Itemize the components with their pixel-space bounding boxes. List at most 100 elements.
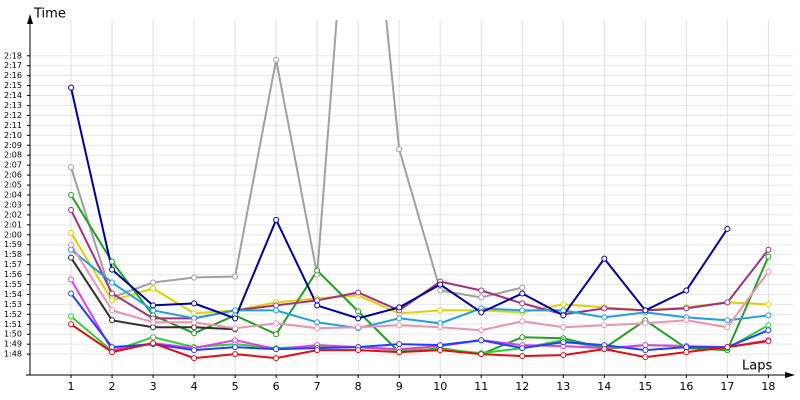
point [191,319,198,326]
point [232,315,239,322]
series-line [70,279,769,352]
y-axis-label: Time [33,7,66,22]
point [273,346,280,353]
point [68,246,75,253]
point [273,355,280,362]
point [273,320,280,327]
point [150,340,157,347]
point [478,327,485,334]
point [68,192,75,199]
y-tick-label: 1:58 [4,250,22,259]
point [560,324,567,331]
point [273,216,280,223]
point [396,315,403,322]
point [355,289,362,296]
point [314,347,321,354]
point [232,273,239,280]
point [765,338,772,345]
point [683,305,690,312]
y-tick-label: 2:15 [4,81,22,90]
point [765,327,772,334]
x-arrow [785,372,795,378]
point [683,349,690,356]
y-arrow [27,14,33,24]
x-tick-label: 7 [314,380,321,393]
y-tick-label: 2:03 [4,200,22,209]
point [601,346,608,353]
y-tick-label: 2:16 [4,71,22,80]
x-tick-label: 13 [556,380,570,393]
y-tick-label: 1:53 [4,300,22,309]
point [478,337,485,344]
y-tick-label: 2:08 [4,151,22,160]
point [601,322,608,329]
y-tick-label: 2:07 [4,161,22,170]
point [68,164,75,171]
point [355,315,362,322]
point [437,342,444,349]
point [642,347,649,354]
y-tick-label: 1:56 [4,270,22,279]
point [560,339,567,346]
point [396,146,403,153]
y-tick-label: 2:11 [4,121,22,130]
point [642,354,649,361]
plot-area [68,20,772,362]
point [437,307,444,314]
point [642,320,649,327]
series-line [70,323,769,360]
point [232,337,239,344]
point [560,312,567,319]
point [109,307,116,314]
point [519,307,526,314]
point [273,307,280,314]
point [150,285,157,292]
point [765,301,772,308]
point [724,317,731,324]
point [191,310,198,317]
y-tick-label: 2:10 [4,131,22,140]
point [191,347,198,354]
point [150,319,157,326]
point [191,274,198,281]
point [560,307,567,314]
x-tick-label: 8 [355,380,362,393]
x-tick-label: 4 [191,380,198,393]
y-tick-label: 1:59 [4,240,22,249]
point [724,344,731,351]
point [355,347,362,354]
point [601,314,608,321]
x-tick-label: 15 [638,380,652,393]
point [765,268,772,275]
point [396,341,403,348]
point [683,344,690,351]
y-tick-label: 2:04 [4,191,22,200]
point [642,307,649,314]
point [519,290,526,297]
x-tick-label: 10 [433,380,447,393]
point [150,307,157,314]
point [109,266,116,273]
point [437,347,444,354]
y-tick-label: 2:13 [4,101,22,110]
point [724,324,731,331]
y-tick-label: 1:50 [4,330,22,339]
point [232,344,239,351]
point [765,312,772,319]
y-tick-label: 2:09 [4,141,22,150]
point [519,300,526,307]
y-tick-label: 1:57 [4,260,22,269]
point [191,330,198,337]
y-tick-label: 2:14 [4,91,22,100]
point [683,317,690,324]
point [601,305,608,312]
point [314,302,321,309]
point [68,241,75,248]
y-tick-label: 1:54 [4,290,22,299]
series-line [70,20,523,299]
series-line [70,244,770,332]
series-line [70,248,769,330]
point [560,352,567,359]
